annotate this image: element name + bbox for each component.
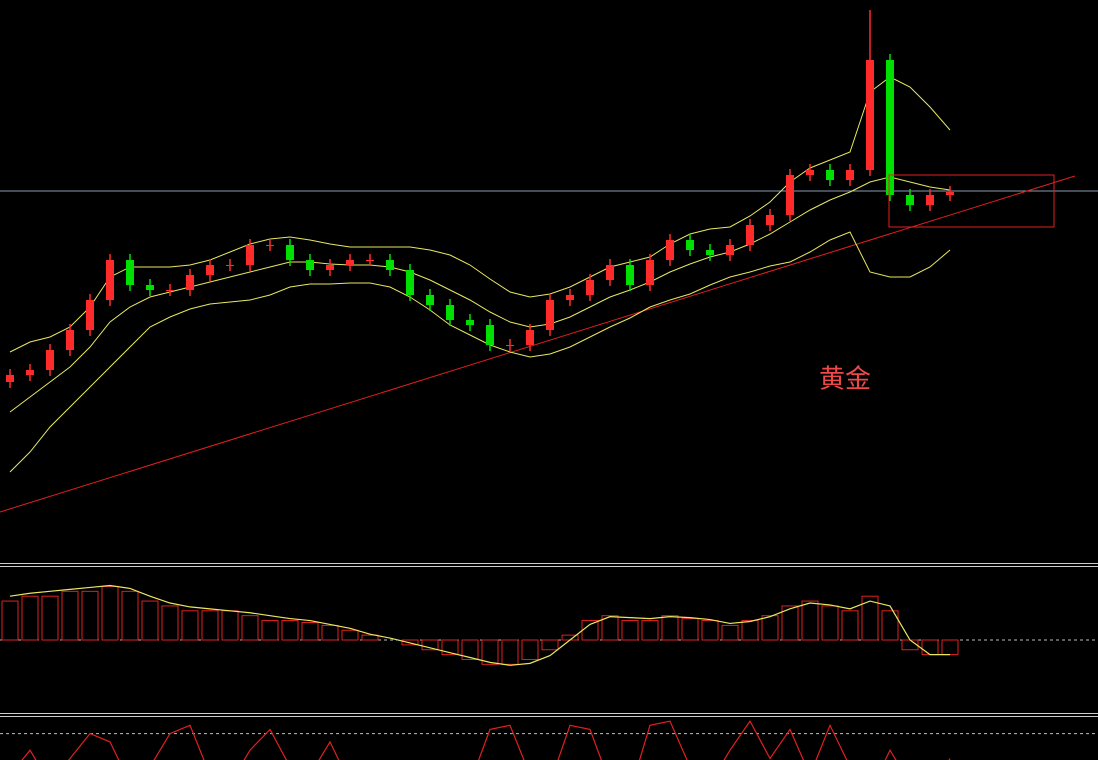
macd-bar bbox=[521, 639, 539, 660]
macd-bar bbox=[61, 590, 79, 641]
candle-body bbox=[326, 265, 334, 270]
candle-body bbox=[846, 170, 854, 180]
candle-body bbox=[626, 265, 634, 285]
candle-body bbox=[586, 280, 594, 295]
candle-body bbox=[646, 260, 654, 285]
candle-body bbox=[386, 260, 394, 270]
bollinger-band bbox=[9, 176, 951, 413]
candle-body bbox=[566, 295, 574, 300]
candle-body bbox=[366, 260, 374, 261]
macd-bar bbox=[361, 634, 379, 641]
candle-body bbox=[346, 260, 354, 265]
candle-body bbox=[666, 240, 674, 260]
candle-body bbox=[946, 192, 954, 195]
macd-bar bbox=[181, 610, 199, 641]
candle-body bbox=[906, 195, 914, 205]
macd-bar bbox=[21, 595, 39, 641]
macd-bar bbox=[121, 590, 139, 641]
candle-body bbox=[526, 330, 534, 345]
candle-body bbox=[6, 375, 14, 382]
macd-bar bbox=[161, 605, 179, 641]
macd-bar bbox=[321, 624, 339, 641]
macd-bar bbox=[241, 615, 259, 641]
candle-body bbox=[546, 300, 554, 330]
macd-bar bbox=[821, 605, 839, 641]
candle-body bbox=[126, 260, 134, 285]
macd-bar bbox=[761, 615, 779, 641]
macd-bar bbox=[461, 639, 479, 660]
candle-body bbox=[886, 60, 894, 195]
trend-line bbox=[0, 175, 1076, 513]
candle-body bbox=[826, 170, 834, 180]
candle-body bbox=[26, 370, 34, 375]
macd-bar bbox=[281, 620, 299, 641]
bollinger-band bbox=[9, 231, 951, 473]
candle-body bbox=[706, 250, 714, 255]
candle-body bbox=[746, 225, 754, 245]
macd-bar bbox=[641, 620, 659, 641]
annotation: 黄金 bbox=[819, 365, 871, 395]
candle-body bbox=[166, 290, 174, 291]
candle-body bbox=[446, 305, 454, 320]
candle-body bbox=[266, 245, 274, 246]
candle-body bbox=[926, 195, 934, 205]
candle-body bbox=[486, 325, 494, 345]
candle-body bbox=[146, 285, 154, 290]
macd-bar bbox=[81, 590, 99, 641]
candle-body bbox=[726, 245, 734, 255]
oscillator-line bbox=[21, 719, 951, 760]
macd-bar bbox=[781, 605, 799, 641]
candle-body bbox=[506, 345, 514, 346]
macd-bar bbox=[701, 620, 719, 641]
candle-body bbox=[286, 245, 294, 260]
candle-body bbox=[246, 245, 254, 265]
candle-body bbox=[46, 350, 54, 370]
macd-bar bbox=[601, 615, 619, 641]
macd-bar bbox=[881, 610, 899, 641]
candle-body bbox=[786, 175, 794, 215]
candle-body bbox=[466, 320, 474, 325]
macd-bar bbox=[481, 639, 499, 665]
macd-bar bbox=[421, 639, 439, 651]
macd-bar bbox=[541, 639, 559, 651]
candle-body bbox=[186, 275, 194, 290]
macd-bar bbox=[441, 639, 459, 656]
macd-bar bbox=[721, 624, 739, 641]
candle-body bbox=[806, 170, 814, 175]
candle-body bbox=[86, 300, 94, 330]
candle-body bbox=[866, 60, 874, 170]
macd-bar bbox=[101, 585, 119, 641]
macd-bar bbox=[401, 639, 419, 646]
candle-body bbox=[406, 270, 414, 295]
candle-body bbox=[766, 215, 774, 225]
macd-bar bbox=[841, 610, 859, 641]
macd-bar bbox=[341, 629, 359, 641]
macd-bar bbox=[661, 615, 679, 641]
macd-bar bbox=[801, 600, 819, 641]
macd-bar bbox=[201, 610, 219, 641]
macd-bar bbox=[41, 595, 59, 641]
candle-body bbox=[226, 265, 234, 266]
macd-line bbox=[9, 584, 950, 666]
macd-bar bbox=[1, 600, 19, 641]
candle-body bbox=[106, 260, 114, 300]
candle-body bbox=[206, 265, 214, 275]
macd-bar bbox=[621, 620, 639, 641]
macd-bar bbox=[861, 595, 879, 641]
candle-body bbox=[306, 260, 314, 270]
macd-bar bbox=[681, 618, 699, 641]
macd-bar bbox=[301, 621, 319, 641]
candle-body bbox=[606, 265, 614, 280]
candle-body bbox=[426, 295, 434, 305]
macd-bar bbox=[261, 620, 279, 641]
candle-body bbox=[686, 240, 694, 250]
macd-bar bbox=[141, 600, 159, 641]
candle-body bbox=[66, 330, 74, 350]
macd-bar bbox=[501, 639, 519, 665]
macd-bar bbox=[741, 620, 759, 641]
highlight-box bbox=[888, 174, 1055, 228]
